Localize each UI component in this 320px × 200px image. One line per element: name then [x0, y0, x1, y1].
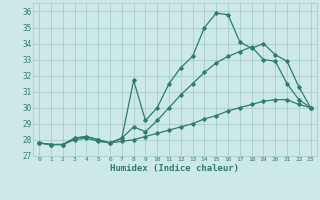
X-axis label: Humidex (Indice chaleur): Humidex (Indice chaleur) [110, 164, 239, 173]
